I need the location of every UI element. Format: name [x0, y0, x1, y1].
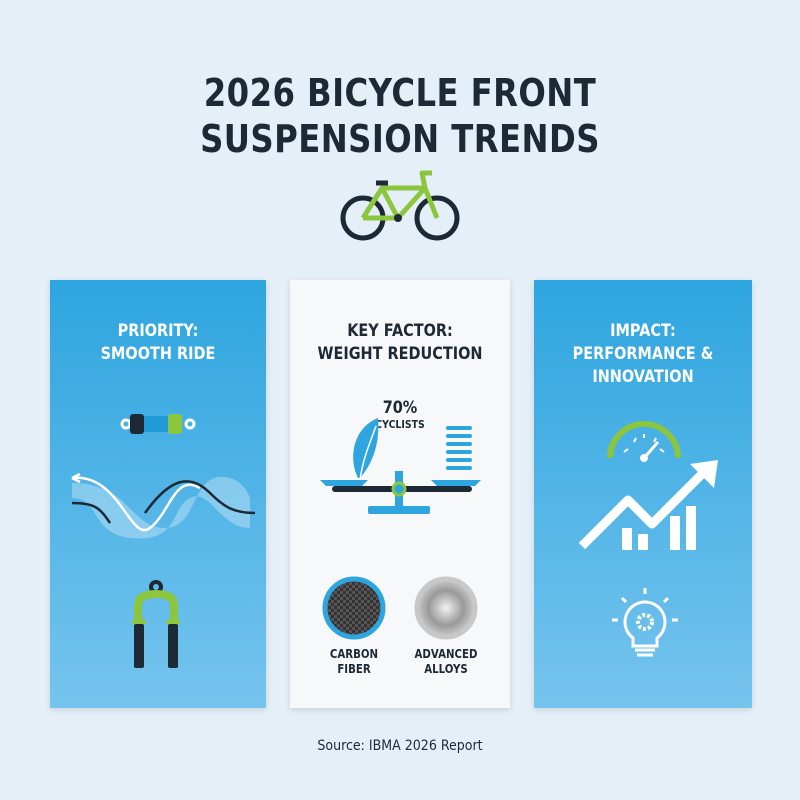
lightbulb-gear-icon: [612, 588, 678, 657]
title-line-1: 2026 BICYCLE FRONT: [203, 71, 597, 115]
panel-heading: IMPACT: PERFORMANCE & INNOVATION: [572, 321, 714, 387]
panel-heading: KEY FACTOR: WEIGHT REDUCTION: [317, 321, 483, 364]
stat-label: CYCLISTS: [375, 418, 425, 431]
speedometer-icon: [607, 421, 681, 462]
stat-value: 70%: [382, 398, 418, 418]
source-note: Source: IBMA 2026 Report: [317, 738, 483, 754]
material-label-alloys: ADVANCED ALLOYS: [414, 647, 478, 676]
bicycle-icon: [340, 170, 460, 241]
panel-smooth-ride: PRIORITY: SMOOTH RIDE: [50, 280, 266, 708]
title-line-2: SUSPENSION TRENDS: [200, 117, 600, 161]
page-title: 2026 BICYCLE FRONT SUSPENSION TRENDS: [60, 70, 740, 162]
panel-heading: PRIORITY: SMOOTH RIDE: [100, 321, 216, 364]
balance-scale-icon: [320, 418, 481, 514]
advanced-alloys-icon: [414, 576, 478, 640]
carbon-fiber-icon: [322, 576, 386, 640]
suspension-fork-icon: [132, 580, 180, 668]
panel-performance-innovation: IMPACT: PERFORMANCE & INNOVATION: [534, 280, 752, 708]
material-label-carbon: CARBON FIBER: [329, 647, 379, 676]
panel-weight-reduction: KEY FACTOR: WEIGHT REDUCTION 70% CYCLISTS…: [290, 280, 510, 708]
trending-up-chart-icon: [578, 460, 718, 550]
smooth-wave-icon: [71, 472, 256, 539]
shock-absorber-icon: [120, 414, 196, 434]
